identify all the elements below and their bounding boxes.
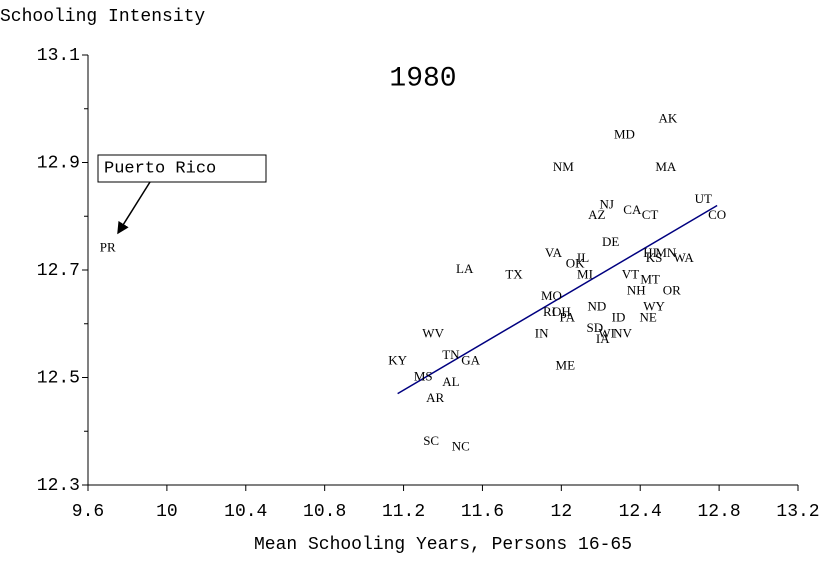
y-tick-label: 12.9 (37, 153, 80, 173)
fit-line (397, 204, 718, 395)
annotation-arrow (117, 181, 151, 235)
point-label: MA (655, 159, 677, 174)
y-axis-label: Schooling Intensity (0, 7, 205, 27)
point-label: TX (505, 266, 523, 281)
point-label: WI (598, 325, 615, 340)
point-label: NE (639, 309, 656, 324)
x-tick-label: 10.4 (224, 502, 267, 522)
point-label: LA (456, 261, 474, 276)
x-tick-label: 11.6 (461, 502, 504, 522)
x-tick-label: 12.8 (698, 502, 741, 522)
point-label: RI (543, 304, 556, 319)
annotation-box (97, 154, 267, 183)
y-tick-label: 12.7 (37, 261, 80, 281)
point-label: MD (614, 127, 635, 142)
point-label: WA (674, 250, 695, 265)
point-label: NJ (599, 196, 613, 211)
point-label: ME (556, 358, 576, 373)
point-label: CO (708, 207, 726, 222)
point-label: MO (541, 288, 562, 303)
point-label: AL (442, 374, 459, 389)
point-label: MS (414, 368, 433, 383)
point-label: ND (587, 299, 606, 314)
y-tick-label: 12.3 (37, 476, 80, 496)
point-label: MN (655, 245, 677, 260)
point-label: TN (442, 347, 460, 362)
point-label: IA (596, 331, 610, 346)
point-label: DE (602, 234, 619, 249)
chart-title: 1980 (389, 63, 456, 94)
point-label: IL (577, 250, 589, 265)
x-tick-label: 12 (551, 502, 573, 522)
point-label: WV (422, 325, 444, 340)
point-label: AK (658, 110, 677, 125)
point-label: MI (577, 266, 593, 281)
point-label: VA (545, 245, 563, 260)
point-label: NC (452, 438, 470, 453)
point-label: NV (613, 325, 632, 340)
point-label: NM (553, 159, 574, 174)
x-axis-label: Mean Schooling Years, Persons 16-65 (254, 535, 632, 555)
point-label: CA (623, 202, 642, 217)
point-label: PA (560, 309, 576, 324)
point-label: OK (566, 256, 585, 271)
point-label: PR (100, 239, 116, 254)
point-label: AR (426, 390, 444, 405)
annotation: Puerto Rico (104, 159, 216, 178)
point-label: KY (388, 352, 407, 367)
point-label: WY (643, 299, 665, 314)
y-tick-label: 13.1 (37, 46, 80, 66)
point-label: UT (695, 191, 712, 206)
point-label: NH (627, 282, 646, 297)
point-label: KS (646, 250, 663, 265)
point-label: AZ (588, 207, 605, 222)
point-label: OH (552, 304, 571, 319)
x-tick-label: 13.2 (776, 502, 819, 522)
y-tick-label: 12.5 (37, 368, 80, 388)
point-label: HI (643, 245, 657, 260)
x-tick-label: 12.4 (619, 502, 662, 522)
point-label: SC (423, 433, 439, 448)
point-label: SD (587, 320, 604, 335)
point-label: GA (461, 352, 480, 367)
x-tick-label: 11.2 (382, 502, 425, 522)
x-tick-label: 10 (156, 502, 178, 522)
point-label: CT (642, 207, 659, 222)
x-tick-label: 10.8 (303, 502, 346, 522)
point-label: MT (640, 272, 660, 287)
point-label: IN (535, 325, 549, 340)
point-label: VT (622, 266, 639, 281)
point-label: OR (663, 282, 681, 297)
point-label: ID (612, 309, 626, 324)
x-tick-label: 9.6 (72, 502, 104, 522)
